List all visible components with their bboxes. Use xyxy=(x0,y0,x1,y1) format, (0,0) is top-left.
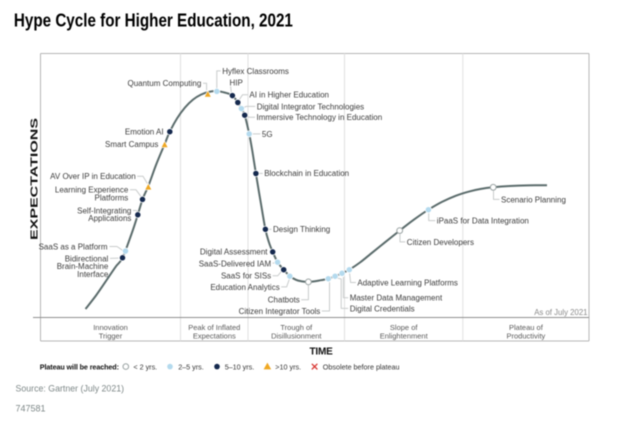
svg-text:Blockchain in Education: Blockchain in Education xyxy=(264,169,349,178)
svg-text:Bidirectional: Bidirectional xyxy=(65,254,109,263)
svg-text:Disillusionment: Disillusionment xyxy=(271,332,322,341)
svg-text:Scenario Planning: Scenario Planning xyxy=(501,195,566,204)
svg-text:Master Data Management: Master Data Management xyxy=(350,294,443,303)
svg-text:SaaS as a Platform: SaaS as a Platform xyxy=(39,242,108,251)
svg-text:Trough of: Trough of xyxy=(280,323,313,332)
svg-text:Digital Credentials: Digital Credentials xyxy=(350,304,415,313)
svg-text:Chatbots: Chatbots xyxy=(268,296,300,305)
svg-text:Trigger: Trigger xyxy=(99,332,123,341)
svg-text:EXPECTATIONS: EXPECTATIONS xyxy=(30,117,41,240)
svg-text:Applications: Applications xyxy=(88,214,131,223)
svg-text:Platforms: Platforms xyxy=(95,194,129,203)
svg-text:Source: Gartner (July 2021): Source: Gartner (July 2021) xyxy=(16,384,125,394)
svg-text:HIP: HIP xyxy=(230,78,243,87)
svg-text:Adaptive Learning Platforms: Adaptive Learning Platforms xyxy=(357,278,458,287)
svg-text:Digital Assessment: Digital Assessment xyxy=(200,247,268,256)
svg-text:Digital Integrator Technologie: Digital Integrator Technologies xyxy=(257,102,364,111)
svg-text:Education Analytics: Education Analytics xyxy=(210,283,279,292)
svg-text:Hype Cycle for Higher Educatio: Hype Cycle for Higher Education, 2021 xyxy=(14,9,293,30)
svg-text:Self-Integrating: Self-Integrating xyxy=(77,206,131,215)
svg-text:Quantum Computing: Quantum Computing xyxy=(127,79,201,88)
svg-text:>10 yrs.: >10 yrs. xyxy=(275,362,301,371)
svg-text:Brain-Machine: Brain-Machine xyxy=(57,262,109,271)
svg-text:Expectations: Expectations xyxy=(193,332,236,341)
svg-text:5–10 yrs.: 5–10 yrs. xyxy=(225,362,255,371)
svg-text:< 2 yrs.: < 2 yrs. xyxy=(133,362,157,371)
svg-text:Productivity: Productivity xyxy=(507,332,546,341)
svg-text:Citizen Developers: Citizen Developers xyxy=(407,238,474,247)
svg-text:Emotion AI: Emotion AI xyxy=(125,128,164,137)
svg-text:5G: 5G xyxy=(262,130,273,139)
svg-text:Immersive Technology in Educat: Immersive Technology in Education xyxy=(257,113,383,122)
svg-text:Slope of: Slope of xyxy=(390,323,418,332)
svg-text:Obsolete before plateau: Obsolete before plateau xyxy=(323,362,400,371)
svg-text:AI in Higher Education: AI in Higher Education xyxy=(249,91,329,100)
svg-text:As of July 2021: As of July 2021 xyxy=(534,308,587,317)
svg-text:SaaS for SISs: SaaS for SISs xyxy=(221,272,271,281)
svg-text:Enlightenment: Enlightenment xyxy=(380,332,429,341)
svg-text:SaaS-Delivered IAM: SaaS-Delivered IAM xyxy=(199,259,272,268)
svg-text:747581: 747581 xyxy=(16,404,46,414)
svg-text:Learning Experience: Learning Experience xyxy=(55,186,129,195)
svg-text:Plateau will be reached:: Plateau will be reached: xyxy=(40,362,119,371)
svg-text:Peak of Inflated: Peak of Inflated xyxy=(188,323,240,332)
svg-text:Design Thinking: Design Thinking xyxy=(273,225,330,234)
svg-text:Interface: Interface xyxy=(77,270,109,279)
svg-text:iPaaS for Data Integration: iPaaS for Data Integration xyxy=(437,217,529,226)
svg-text:Smart Campus: Smart Campus xyxy=(105,140,158,149)
svg-text:AV Over IP in Education: AV Over IP in Education xyxy=(50,172,136,181)
svg-text:2–5 yrs.: 2–5 yrs. xyxy=(178,362,204,371)
svg-text:TIME: TIME xyxy=(309,347,333,358)
svg-text:Innovation: Innovation xyxy=(93,323,128,332)
svg-text:Plateau of: Plateau of xyxy=(509,323,544,332)
svg-text:Citizen Integrator Tools: Citizen Integrator Tools xyxy=(239,307,321,316)
svg-text:Hyflex Classrooms: Hyflex Classrooms xyxy=(222,67,289,76)
